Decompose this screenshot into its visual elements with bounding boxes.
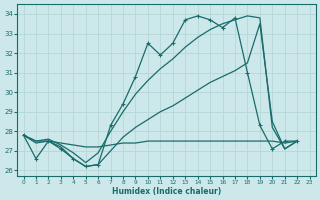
X-axis label: Humidex (Indice chaleur): Humidex (Indice chaleur) <box>112 187 221 196</box>
